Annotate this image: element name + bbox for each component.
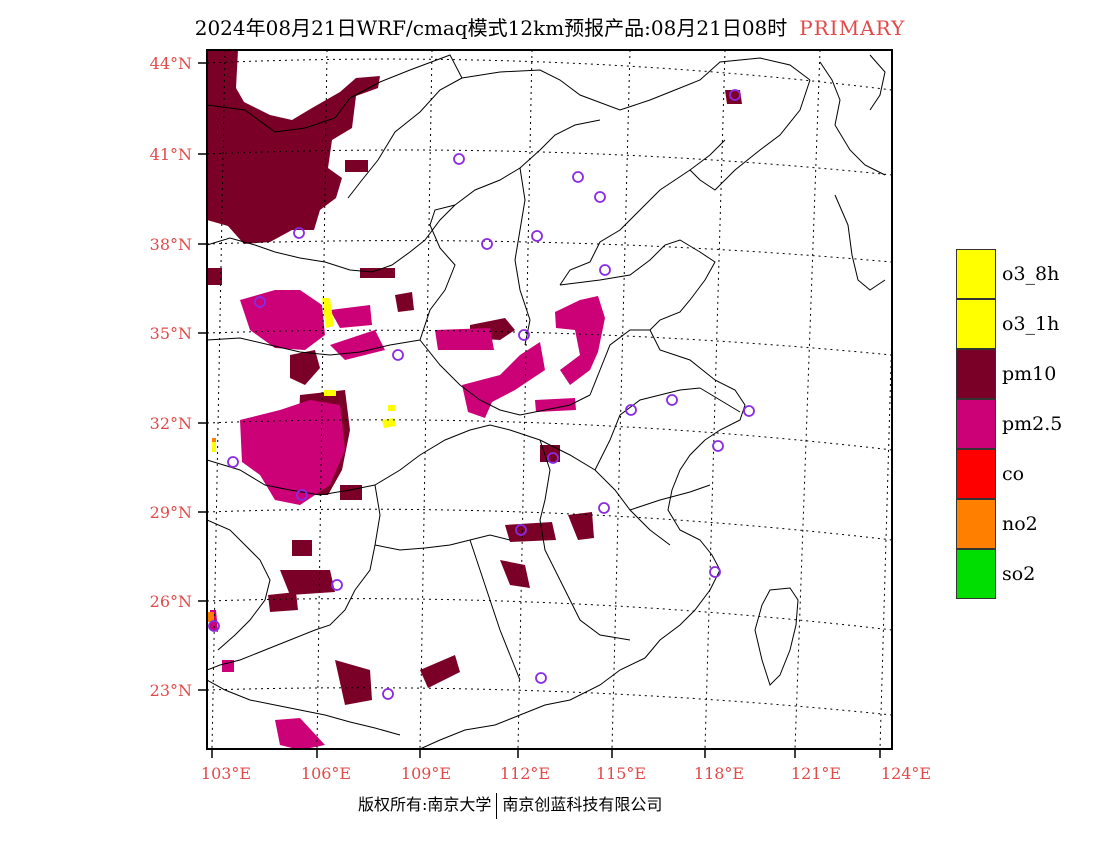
legend-label: pm10 <box>1002 363 1057 385</box>
pm25-patches <box>210 290 605 749</box>
legend-label: pm2.5 <box>1002 413 1063 435</box>
lat-label-44n: 44°N <box>149 54 192 73</box>
legend-label: o3_1h <box>1002 313 1060 335</box>
lon-label-124e: 124°E <box>880 764 932 783</box>
legend-label: so2 <box>1002 563 1036 585</box>
legend-item-pm10: pm10 <box>956 349 1096 399</box>
lat-label-32n: 32°N <box>149 414 192 433</box>
legend-item-so2: so2 <box>956 549 1096 599</box>
company-text: 南京创蓝科技有限公司 <box>502 795 663 814</box>
legend-swatch <box>956 549 996 599</box>
legend-label: o3_8h <box>1002 263 1060 285</box>
lat-label-35n: 35°N <box>149 324 192 343</box>
title-text: 2024年08月21日WRF/cmaq模式12km预报产品:08月21日08时 <box>194 16 788 40</box>
map-frame <box>206 49 893 750</box>
legend-item-pm25: pm2.5 <box>956 399 1096 449</box>
copyright-text: 版权所有:南京大学 <box>358 795 492 814</box>
lat-label-29n: 29°N <box>149 503 192 522</box>
legend-swatch <box>956 399 996 449</box>
tick-marks <box>198 62 881 758</box>
copyright-footer: 版权所有:南京大学 南京创蓝科技有限公司 <box>358 791 778 819</box>
legend-swatch <box>956 449 996 499</box>
primary-tag: PRIMARY <box>799 16 906 40</box>
legend-swatch <box>956 499 996 549</box>
lat-label-38n: 38°N <box>149 235 192 254</box>
map-title: 2024年08月21日WRF/cmaq模式12km预报产品:08月21日08时 P… <box>0 12 1100 41</box>
footer-divider <box>496 792 498 819</box>
legend-item-co: co <box>956 449 1096 499</box>
lon-label-109e: 109°E <box>400 764 452 783</box>
pollutant-legend: o3_8h o3_1h pm10 pm2.5 co no2 so2 <box>956 249 1096 599</box>
lon-label-118e: 118°E <box>693 764 745 783</box>
lon-label-112e: 112°E <box>499 764 551 783</box>
lon-label-103e: 103°E <box>200 764 252 783</box>
legend-item-o3-1h: o3_1h <box>956 299 1096 349</box>
legend-label: co <box>1002 463 1025 485</box>
legend-item-o3-8h: o3_8h <box>956 249 1096 299</box>
graticule <box>207 50 892 749</box>
no2-patches <box>208 438 216 622</box>
lat-label-23n: 23°N <box>149 681 192 700</box>
legend-label: no2 <box>1002 513 1038 535</box>
lon-label-115e: 115°E <box>595 764 647 783</box>
o3-patches <box>212 298 396 452</box>
station-markers <box>208 89 755 700</box>
lat-label-26n: 26°N <box>149 592 192 611</box>
legend-item-no2: no2 <box>956 499 1096 549</box>
legend-swatch <box>956 249 996 299</box>
lon-label-121e: 121°E <box>790 764 842 783</box>
legend-swatch <box>956 299 996 349</box>
legend-swatch <box>956 349 996 399</box>
lat-label-41n: 41°N <box>149 145 192 164</box>
borders <box>207 54 886 749</box>
lon-label-106e: 106°E <box>300 764 352 783</box>
